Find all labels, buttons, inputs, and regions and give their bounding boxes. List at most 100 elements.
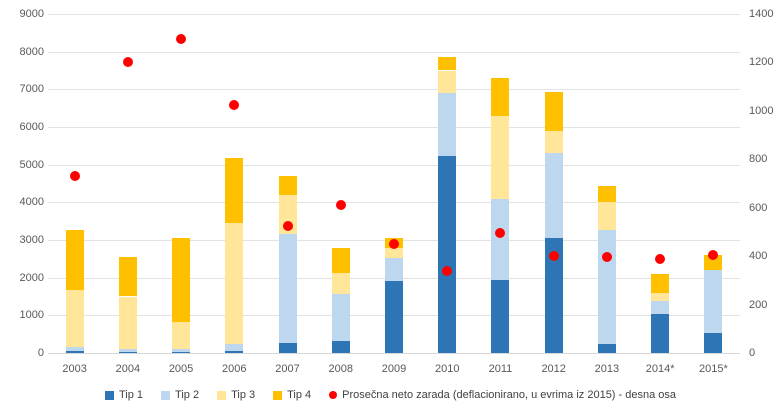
- y-axis-left-tick-0: 0: [37, 347, 44, 359]
- bar-segment-tip1-2003: [66, 351, 84, 353]
- bar-segment-tip3-2011: [491, 116, 509, 199]
- bar-segment-tip4-2008: [332, 247, 350, 273]
- y-axis-left-tick-7000: 7000: [19, 83, 44, 96]
- x-axis-label-2006: 2006: [222, 363, 247, 375]
- legend-label: Tip 4: [287, 389, 312, 401]
- y-axis-right-tick-200: 200: [749, 298, 768, 311]
- y-axis-right-tick-1000: 1000: [749, 104, 774, 117]
- bar-segment-tip1-2015*: [704, 332, 722, 353]
- y-axis-left-tick-9000: 9000: [19, 8, 44, 20]
- bar-segment-tip1-2007: [279, 343, 297, 353]
- x-axis-label-2011: 2011: [488, 363, 513, 375]
- legend-label: Tip 2: [175, 389, 200, 401]
- gridline-0: [48, 353, 740, 354]
- bar-segment-tip3-2009: [385, 247, 403, 259]
- legend-marker-square-icon: [161, 390, 171, 400]
- legend: Tip 1 Tip 2 Tip 3 Tip 4 Prosečna neto zarada…: [0, 389, 781, 401]
- bar-segment-tip1-2009: [385, 280, 403, 353]
- gridline-4000: [48, 202, 740, 203]
- y-axis-right-tick-0: 0: [749, 347, 756, 359]
- legend-marker-circle-icon: [329, 391, 338, 399]
- bar-segment-tip4-2011: [491, 77, 509, 117]
- legend-item-tip3: Tip 3: [217, 389, 255, 401]
- scatter-point-2013: [601, 252, 612, 263]
- legend-label: Tip 3: [231, 389, 256, 401]
- gridline-9000: [48, 14, 740, 15]
- bar-segment-tip2-2013: [598, 229, 616, 344]
- legend-item-tip1: Tip 1: [104, 389, 144, 401]
- legend-item-scatter: Prosečna neto zarada (deflacionirano, u …: [329, 389, 676, 401]
- bar-segment-tip1-2014*: [651, 314, 669, 353]
- bar-segment-tip4-2012: [545, 92, 563, 131]
- bar-segment-tip3-2010: [438, 70, 456, 94]
- bar-segment-tip4-2015*: [704, 255, 722, 271]
- bar-segment-tip3-2003: [66, 290, 84, 347]
- bar-segment-tip1-2010: [438, 155, 456, 353]
- x-axis-label-2007: 2007: [275, 363, 300, 375]
- y-axis-right-tick-600: 600: [749, 201, 768, 214]
- x-axis-label-2004: 2004: [115, 363, 141, 375]
- gridline-8000: [48, 52, 740, 53]
- bar-segment-tip2-2011: [491, 198, 509, 280]
- bar-segment-tip4-2003: [66, 229, 84, 291]
- x-axis-label-2005: 2005: [168, 363, 194, 375]
- bar-segment-tip1-2005: [172, 351, 190, 353]
- bar-segment-tip4-2007: [279, 175, 297, 195]
- bar-segment-tip1-2004: [119, 351, 137, 353]
- x-axis-label-2013: 2013: [594, 363, 620, 375]
- bar-segment-tip2-2008: [332, 293, 350, 341]
- scatter-point-2011: [495, 228, 506, 239]
- y-axis-left-tick-3000: 3000: [19, 234, 44, 246]
- scatter-point-2015*: [708, 249, 719, 260]
- bar-segment-tip4-2010: [438, 56, 456, 71]
- scatter-point-2009: [389, 239, 399, 250]
- x-axis-label-2008: 2008: [328, 363, 353, 375]
- bar-segment-tip2-2009: [385, 258, 403, 281]
- bar-segment-tip3-2004: [119, 296, 137, 349]
- bar-segment-tip2-2014*: [651, 300, 669, 315]
- x-axis-label-2003: 2003: [62, 363, 87, 375]
- bar-segment-tip1-2013: [598, 343, 616, 353]
- x-axis-label-2009: 2009: [381, 363, 407, 375]
- y-axis-left-tick-8000: 8000: [19, 45, 44, 58]
- x-axis-label-2010: 2010: [434, 363, 460, 375]
- bar-segment-tip3-2014*: [651, 293, 669, 301]
- legend-label: Prosečna neto zarada (deflacionirano, u …: [342, 389, 677, 401]
- y-axis-right-tick-400: 400: [749, 250, 768, 263]
- legend-label: Tip 1: [118, 389, 144, 401]
- y-axis-left-tick-4000: 4000: [19, 196, 44, 209]
- bar-segment-tip3-2006: [225, 223, 243, 345]
- y-axis-left-tick-1000: 1000: [19, 309, 44, 322]
- bar-segment-tip4-2013: [598, 185, 616, 202]
- y-axis-left-tick-2000: 2000: [19, 271, 44, 284]
- bar-segment-tip1-2006: [225, 351, 243, 353]
- scatter-point-2006: [229, 99, 240, 110]
- legend-marker-square-icon: [217, 390, 227, 400]
- scatter-point-2003: [69, 171, 80, 182]
- gridline-5000: [48, 165, 740, 166]
- y-axis-left-tick-5000: 5000: [19, 158, 44, 171]
- y-axis-right-tick-800: 800: [749, 153, 768, 166]
- bar-segment-tip1-2008: [332, 340, 350, 353]
- bar-segment-tip1-2011: [491, 279, 509, 353]
- bar-segment-tip3-2008: [332, 272, 350, 294]
- bar-segment-tip2-2007: [279, 233, 297, 344]
- bar-segment-tip3-2012: [545, 130, 563, 153]
- y-axis-right-tick-1400: 1400: [749, 8, 774, 20]
- bar-segment-tip2-2010: [438, 93, 456, 156]
- scatter-point-2012: [548, 251, 559, 262]
- legend-marker-square-icon: [273, 390, 283, 400]
- bar-segment-tip3-2005: [172, 322, 190, 349]
- bar-segment-tip4-2014*: [651, 273, 669, 294]
- y-axis-left-tick-6000: 6000: [19, 121, 44, 133]
- scatter-point-2007: [282, 220, 293, 231]
- y-axis-right-tick-1200: 1200: [749, 56, 774, 69]
- bar-segment-tip4-2006: [225, 158, 243, 224]
- bar-segment-tip2-2012: [545, 152, 563, 239]
- scatter-point-2014*: [655, 253, 666, 264]
- scatter-point-2004: [122, 57, 133, 68]
- legend-item-tip2: Tip 2: [161, 389, 199, 401]
- bar-segment-tip2-2006: [225, 344, 243, 352]
- x-axis-label-2015*: 2015*: [698, 363, 728, 375]
